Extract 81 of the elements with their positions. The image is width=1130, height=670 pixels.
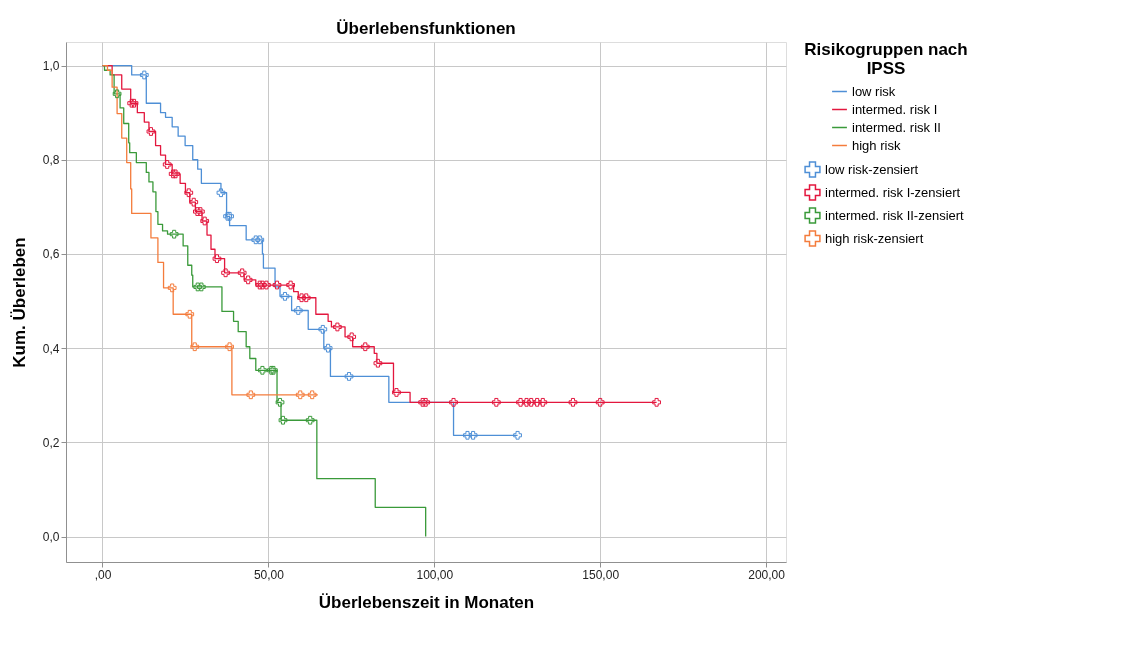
legend-label: high risk xyxy=(852,137,901,153)
point xyxy=(373,358,383,368)
point xyxy=(272,280,282,290)
point xyxy=(360,342,370,352)
point xyxy=(307,390,317,400)
y-tick-label: 0,2 xyxy=(42,435,60,450)
point xyxy=(221,268,230,278)
point xyxy=(200,216,210,226)
legend-label: intermed. risk I-zensiert xyxy=(825,184,961,200)
point xyxy=(258,365,267,375)
point xyxy=(167,283,177,293)
point xyxy=(190,342,200,352)
point xyxy=(538,397,548,407)
point xyxy=(139,70,149,80)
point xyxy=(169,229,179,239)
point xyxy=(225,342,234,352)
point xyxy=(243,275,253,285)
point xyxy=(516,397,525,407)
point xyxy=(112,89,122,99)
point xyxy=(652,397,661,407)
point xyxy=(280,291,290,301)
legend-label: low risk xyxy=(852,83,896,99)
point xyxy=(251,235,261,245)
y-tick-label: 0,8 xyxy=(42,153,60,168)
legend-label: intermed. risk II xyxy=(852,119,941,135)
point xyxy=(275,397,285,407)
point xyxy=(193,207,202,216)
x-tick-label: 200,00 xyxy=(748,567,786,582)
point xyxy=(193,282,203,292)
point xyxy=(278,415,288,425)
point xyxy=(146,127,156,136)
point xyxy=(162,160,172,169)
point xyxy=(568,397,578,407)
legend-label: intermed. risk I xyxy=(852,101,938,117)
point xyxy=(196,207,205,216)
point xyxy=(216,188,226,198)
y-tick-label: 0,4 xyxy=(42,341,60,356)
point xyxy=(344,372,354,381)
point xyxy=(197,282,206,292)
point xyxy=(255,235,265,245)
point xyxy=(184,188,194,198)
point xyxy=(318,324,328,334)
point xyxy=(237,268,247,278)
point xyxy=(449,397,458,407)
legend-label: intermed. risk II-zensiert xyxy=(825,207,965,223)
y-tick-label: 0,6 xyxy=(42,247,60,262)
point xyxy=(522,397,531,407)
legend-label: high risk-zensiert xyxy=(825,230,924,246)
x-tick-label: 150,00 xyxy=(582,567,620,582)
point xyxy=(513,430,522,440)
chart-title: Überlebensfunktionen xyxy=(336,19,516,38)
x-tick-label: 50,00 xyxy=(253,567,285,582)
point xyxy=(189,197,199,207)
point xyxy=(305,415,315,425)
y-tick-label: 1,0 xyxy=(42,59,60,74)
point xyxy=(491,397,501,407)
point xyxy=(297,293,306,303)
x-axis-title: Überlebenszeit in Monaten xyxy=(318,592,535,612)
point xyxy=(463,430,472,440)
point xyxy=(532,397,542,407)
point xyxy=(526,397,536,407)
point xyxy=(323,343,333,353)
x-tick-label: ,00 xyxy=(94,567,112,582)
legend-label: low risk-zensiert xyxy=(825,161,919,177)
legend-title: Risikogruppen nach IPSS xyxy=(804,40,968,78)
point xyxy=(392,388,401,397)
point xyxy=(333,322,342,332)
point xyxy=(262,280,271,290)
point xyxy=(468,430,478,440)
point xyxy=(212,254,222,264)
point xyxy=(347,332,357,342)
y-axis-title: Kum. Überleben xyxy=(9,237,29,368)
point xyxy=(246,390,256,400)
x-tick-label: 100,00 xyxy=(416,567,454,582)
point xyxy=(185,309,195,319)
y-tick-label: 0,0 xyxy=(42,530,60,545)
point xyxy=(293,306,303,315)
point xyxy=(301,293,311,303)
point xyxy=(286,280,295,290)
point xyxy=(595,397,605,407)
point xyxy=(295,390,305,400)
